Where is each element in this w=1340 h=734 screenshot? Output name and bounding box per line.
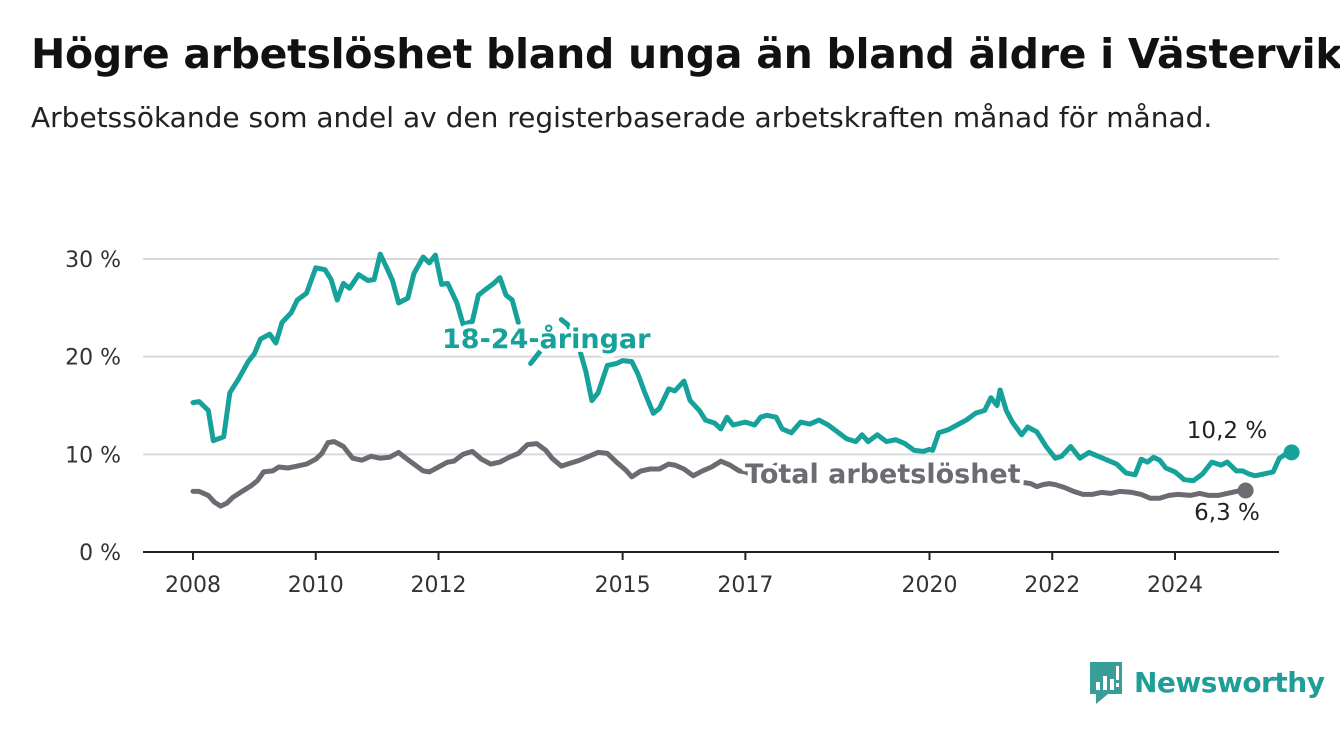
end-point-total xyxy=(1237,482,1254,499)
x-tick-label: 2024 xyxy=(1147,573,1203,598)
x-tick-label: 2017 xyxy=(717,573,773,598)
x-tick-label: 2022 xyxy=(1024,573,1080,598)
series-line xyxy=(528,349,543,366)
x-tick-label: 2015 xyxy=(595,573,651,598)
x-tick-label: 2020 xyxy=(902,573,958,598)
chart-title: Högre arbetslöshet bland unga än bland ä… xyxy=(31,30,1340,78)
series-line xyxy=(558,317,1295,484)
x-tick-label: 2010 xyxy=(288,573,344,598)
chart-subtitle: Arbetssökande som andel av den registerb… xyxy=(31,101,1213,134)
series-line xyxy=(190,439,779,509)
series-label-youth: 18-24-åringar xyxy=(442,323,651,355)
y-tick-label: 20 % xyxy=(65,346,121,371)
end-label-youth: 10,2 % xyxy=(1187,418,1267,444)
y-tick-label: 30 % xyxy=(65,248,121,273)
end-label-total: 6,3 % xyxy=(1194,500,1260,526)
x-tick-label: 2008 xyxy=(165,573,221,598)
y-tick-label: 10 % xyxy=(65,443,121,468)
y-tick-label: 0 % xyxy=(79,541,121,566)
x-tick-label: 2012 xyxy=(411,573,467,598)
end-point-youth xyxy=(1283,444,1300,461)
bar-chart-logo-icon xyxy=(1090,662,1122,704)
series-line xyxy=(190,251,521,444)
brand-name: Newsworthy xyxy=(1134,665,1325,699)
newsworthy-logo: Newsworthy xyxy=(1088,660,1325,704)
series-line xyxy=(1022,480,1249,501)
series-label-total: Total arbetslöshet xyxy=(745,459,1021,490)
